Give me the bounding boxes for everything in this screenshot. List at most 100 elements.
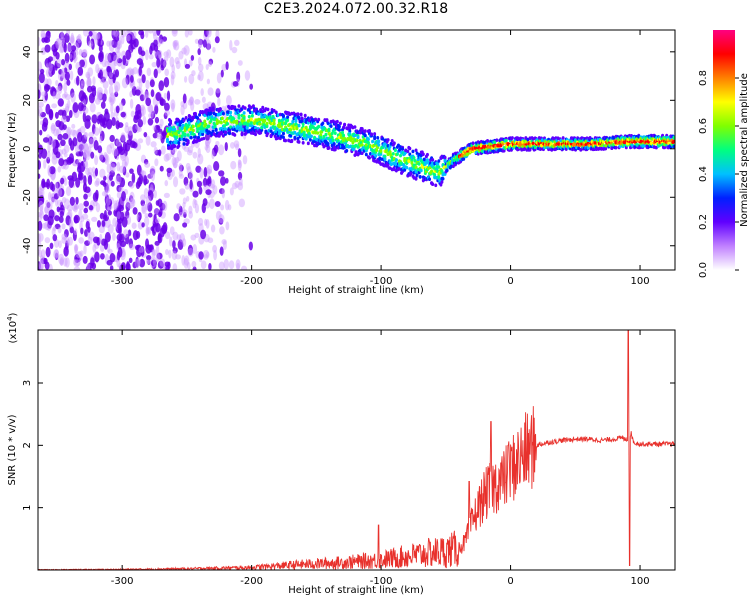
spectrum-noise-blob xyxy=(164,102,170,112)
spectrum-noise-blob xyxy=(38,261,41,270)
spectrum-noise-blob xyxy=(132,207,138,215)
spectrum-noise-blob xyxy=(182,101,188,110)
spectrum-noise-blob xyxy=(238,198,246,208)
spectrum-noise-blob xyxy=(115,148,121,156)
spectrum-ridge-blob xyxy=(338,121,342,126)
spectrum-ridge-blob xyxy=(303,113,307,118)
spectrum-noise-blob xyxy=(180,100,185,108)
spectrum-ridge-blob xyxy=(228,131,232,136)
spectrum-noise-blob xyxy=(194,199,198,206)
spectrum-ridge-blob xyxy=(604,146,608,151)
spectrum-ridge-blob xyxy=(222,124,226,128)
spectrum-ridge-blob xyxy=(434,183,438,188)
spectrum-ridge-blob xyxy=(614,145,618,150)
snr-series xyxy=(38,330,675,570)
spectrum-noise-blob xyxy=(60,177,65,185)
spectrum-noise-blob xyxy=(171,250,178,261)
spectrum-noise-blob xyxy=(77,66,84,76)
spectrum-noise-blob xyxy=(151,249,156,259)
spectrum-noise-blob xyxy=(73,228,78,236)
spectrum-noise-blob xyxy=(205,189,212,195)
spectrum-noise-blob xyxy=(43,214,49,222)
spectrum-ridge-blob xyxy=(425,158,429,162)
spectrum-ridge-blob xyxy=(403,168,407,172)
spectrum-noise-blob xyxy=(115,69,120,78)
spectrum-noise-blob xyxy=(38,211,42,218)
spectrum-noise-blob xyxy=(115,207,122,218)
spectrum-noise-blob xyxy=(46,202,51,208)
spectrum-noise-blob xyxy=(88,138,94,149)
spectrum-noise-blob xyxy=(70,88,75,98)
spectrum-ridge-blob xyxy=(355,138,359,143)
spectrum-noise-blob xyxy=(158,149,162,157)
spectrum-noise-blob xyxy=(187,244,194,256)
spectrum-noise-blob xyxy=(61,236,67,244)
spectrum-noise-blob xyxy=(78,48,83,56)
spectrum-noise-blob xyxy=(214,36,220,44)
spectrum-noise-blob xyxy=(150,170,155,182)
spectrum-noise-blob xyxy=(134,244,141,251)
spectrum-ridge-blob xyxy=(495,138,499,142)
spectrum-noise-blob xyxy=(73,266,81,270)
spectrum-ridge-blob xyxy=(204,122,208,127)
spectrum-noise-blob xyxy=(121,158,127,168)
spectrum-ridge-blob xyxy=(401,147,405,151)
spectrum-noise-blob xyxy=(129,198,135,209)
spectrum-noise-blob xyxy=(242,155,248,165)
spectrum-ridge-blob xyxy=(286,115,290,119)
spectrum-ridge-blob xyxy=(335,119,339,124)
spectrum-noise-blob xyxy=(162,200,168,212)
spectrum-noise-blob xyxy=(136,214,140,221)
spectrum-ridge-blob xyxy=(250,114,254,118)
spectrum-noise-blob xyxy=(61,148,67,155)
spectrum-noise-blob xyxy=(109,265,114,270)
spectrum-noise-blob xyxy=(53,193,59,200)
spectrum-noise-blob xyxy=(64,257,70,268)
spectrum-noise-blob xyxy=(182,209,188,215)
spectrum-ridge-blob xyxy=(411,149,415,154)
spectrum-noise-blob xyxy=(105,196,111,206)
spectrum-noise-blob xyxy=(82,111,86,123)
spectrum-noise-blob xyxy=(119,148,125,156)
spectrum-noise-blob xyxy=(46,201,53,211)
spectrum-noise-blob xyxy=(52,55,56,62)
spectrum-ridge-blob xyxy=(210,114,214,119)
spectrum-noise-blob xyxy=(75,196,79,205)
spectrum-noise-blob xyxy=(56,85,63,95)
spectrum-noise-blob xyxy=(205,219,210,229)
spectrum-noise-blob xyxy=(229,141,235,149)
spectrum-noise-blob xyxy=(171,30,178,37)
spectrum-noise-blob xyxy=(58,253,65,265)
spectrum-noise-blob xyxy=(87,76,91,87)
spectrum-ridge-blob xyxy=(561,136,565,140)
spectrum-noise-blob xyxy=(101,191,108,197)
spectrum-noise-blob xyxy=(140,104,145,111)
spectrum-noise-blob xyxy=(57,133,63,141)
spectrum-noise-blob xyxy=(197,153,204,165)
spectrum-noise-blob xyxy=(163,92,168,100)
spectrum-noise-blob xyxy=(187,99,193,106)
spectrum-ridge-blob xyxy=(672,139,675,144)
spectrum-noise-blob xyxy=(153,208,160,216)
spectrum-ridge-blob xyxy=(186,140,190,145)
spectrum-noise-blob xyxy=(54,252,59,261)
spectrum-noise-blob xyxy=(191,70,196,77)
spectrum-noise-blob xyxy=(94,251,100,263)
spectrum-noise-blob xyxy=(140,50,146,57)
spectrum-noise-blob xyxy=(79,59,85,68)
x-tick-label: 100 xyxy=(630,276,649,287)
spectrum-noise-blob xyxy=(154,217,160,224)
spectrum-ridge-blob xyxy=(260,125,264,130)
spectrum-noise-blob xyxy=(192,198,197,209)
spectrum-noise-blob xyxy=(67,236,73,246)
spectrum-noise-blob xyxy=(91,216,98,222)
spectrum-ridge-blob xyxy=(417,162,421,166)
spectrum-ridge-blob xyxy=(528,147,532,152)
spectrum-ridge-blob xyxy=(284,138,288,143)
spectrum-noise-blob xyxy=(172,240,176,249)
spectrum-ridge-blob xyxy=(196,129,200,134)
spectrum-noise-blob xyxy=(249,83,254,90)
spectrum-noise-blob xyxy=(235,259,241,270)
spectrum-noise-blob xyxy=(84,229,89,237)
spectrum-ridge-blob xyxy=(209,111,213,116)
